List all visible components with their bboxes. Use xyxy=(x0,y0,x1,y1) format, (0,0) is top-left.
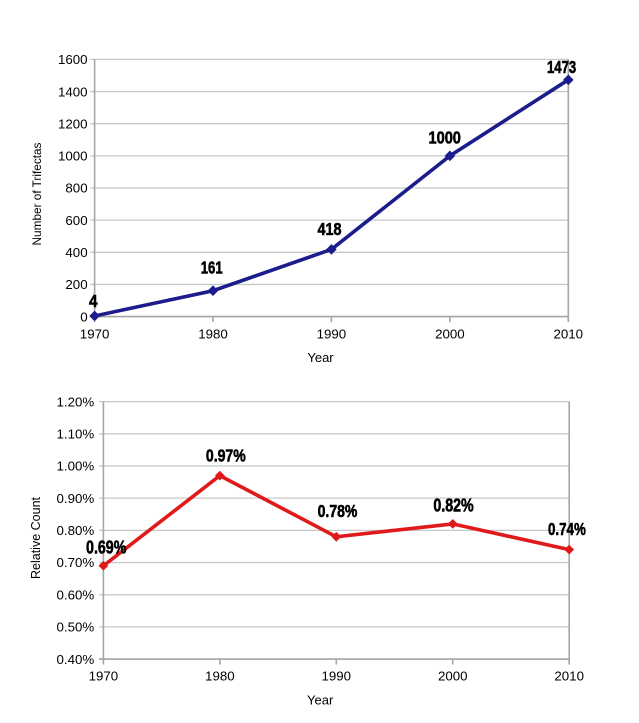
svg-text:0.74%: 0.74% xyxy=(548,520,586,539)
svg-text:800: 800 xyxy=(65,181,87,196)
svg-text:0: 0 xyxy=(80,309,87,324)
svg-text:Year: Year xyxy=(307,692,334,707)
svg-text:1990: 1990 xyxy=(317,326,347,341)
svg-text:1400: 1400 xyxy=(58,84,88,99)
svg-text:0.60%: 0.60% xyxy=(56,587,94,602)
svg-text:0.90%: 0.90% xyxy=(56,491,94,506)
svg-text:1.00%: 1.00% xyxy=(56,459,94,474)
svg-text:0.69%: 0.69% xyxy=(86,538,126,558)
svg-text:Number of Trifectas: Number of Trifectas xyxy=(30,142,44,245)
svg-text:2010: 2010 xyxy=(554,669,584,684)
svg-text:1990: 1990 xyxy=(322,669,352,684)
svg-text:2000: 2000 xyxy=(438,669,468,684)
svg-text:1980: 1980 xyxy=(205,669,235,684)
svg-text:1980: 1980 xyxy=(198,326,228,341)
svg-text:1473: 1473 xyxy=(547,58,576,77)
svg-text:Relative Count: Relative Count xyxy=(29,496,43,579)
svg-text:0.97%: 0.97% xyxy=(206,446,246,466)
svg-text:400: 400 xyxy=(65,245,87,260)
svg-text:0.80%: 0.80% xyxy=(56,523,94,538)
svg-text:2010: 2010 xyxy=(554,326,584,341)
svg-text:0.70%: 0.70% xyxy=(56,555,94,570)
svg-text:200: 200 xyxy=(65,277,87,292)
svg-text:4: 4 xyxy=(89,291,98,311)
svg-text:1970: 1970 xyxy=(80,326,110,341)
svg-text:0.50%: 0.50% xyxy=(56,620,94,635)
svg-text:1600: 1600 xyxy=(58,52,88,67)
svg-text:0.78%: 0.78% xyxy=(318,502,358,522)
svg-text:161: 161 xyxy=(201,259,223,278)
svg-text:1970: 1970 xyxy=(89,669,119,684)
svg-text:1200: 1200 xyxy=(58,116,88,131)
svg-text:1.10%: 1.10% xyxy=(56,426,94,441)
svg-text:600: 600 xyxy=(65,213,87,228)
svg-text:1000: 1000 xyxy=(58,149,88,164)
svg-text:1000: 1000 xyxy=(428,128,460,148)
svg-text:2000: 2000 xyxy=(435,326,465,341)
svg-text:1.20%: 1.20% xyxy=(56,394,94,409)
svg-text:0.82%: 0.82% xyxy=(433,496,473,516)
svg-text:0.40%: 0.40% xyxy=(56,652,94,667)
svg-text:418: 418 xyxy=(317,219,341,239)
svg-text:Year: Year xyxy=(307,350,334,365)
